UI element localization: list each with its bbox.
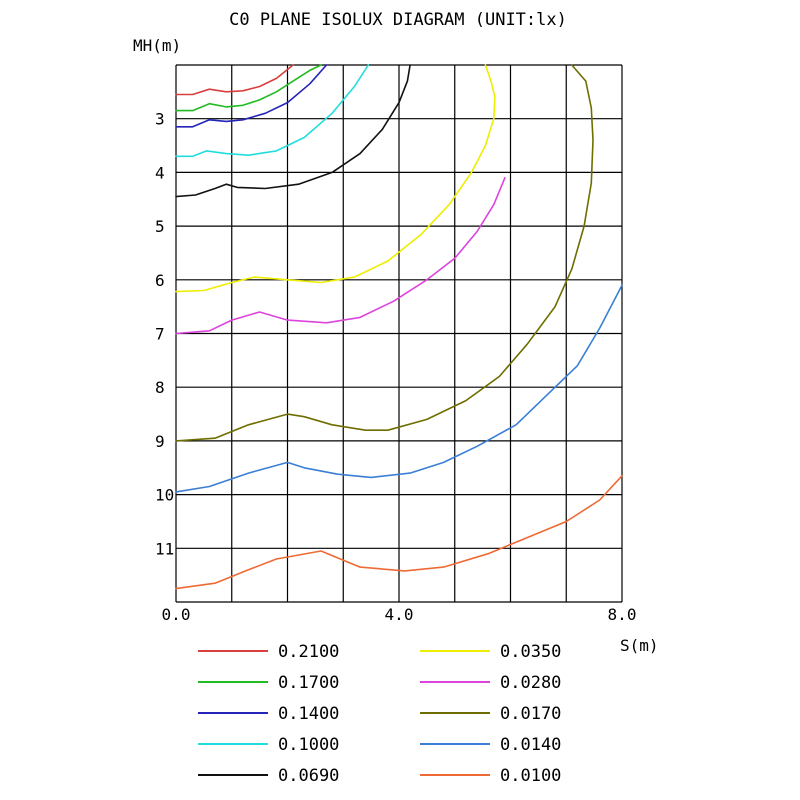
- legend-entry-label: 0.1400: [278, 704, 339, 724]
- isolux-line-0: [175, 64, 294, 96]
- legend-entry-label: 0.1700: [278, 673, 339, 693]
- y-tick-label: 4: [155, 163, 165, 182]
- legend-entry-label: 0.0350: [500, 642, 561, 662]
- chart-title: C0 PLANE ISOLUX DIAGRAM (UNIT:lx): [229, 10, 567, 30]
- isolux-line-2: [175, 64, 328, 128]
- x-tick-label: 0.0: [162, 605, 191, 624]
- y-tick-label: 10: [155, 486, 174, 505]
- y-tick-label: 11: [155, 539, 174, 558]
- legend-entry-label: 0.0100: [500, 766, 561, 786]
- isolux-line-8: [175, 284, 623, 493]
- y-axis-label: MH(m): [133, 36, 181, 55]
- x-axis-label: S(m): [620, 636, 659, 655]
- isolux-line-1: [175, 64, 322, 112]
- y-tick-label: 9: [155, 432, 165, 451]
- y-tick-label: 7: [155, 325, 165, 344]
- x-tick-labels: 0.0 4.0 8.0: [162, 605, 637, 624]
- y-tick-labels: 3 4 5 6 7 8 9 10 11: [155, 110, 174, 559]
- legend-entry-label: 0.0140: [500, 735, 561, 755]
- isolux-line-9: [175, 474, 623, 590]
- legend-entry-label: 0.0690: [278, 766, 339, 786]
- x-tick-label: 4.0: [385, 605, 414, 624]
- isolux-line-5: [175, 64, 496, 293]
- isolux-line-3: [175, 64, 370, 158]
- plot-grid: [175, 64, 623, 603]
- legend: 0.2100 0.1700 0.1400 0.1000 0.0690 0.0350 0.02…: [198, 642, 561, 786]
- legend-entry-label: 0.0170: [500, 704, 561, 724]
- y-tick-label: 3: [155, 110, 165, 129]
- legend-entry-label: 0.1000: [278, 735, 339, 755]
- isolux-line-7: [175, 64, 594, 442]
- y-tick-label: 6: [155, 271, 165, 290]
- y-tick-label: 5: [155, 217, 165, 236]
- x-tick-label: 8.0: [608, 605, 637, 624]
- legend-entry-label: 0.2100: [278, 642, 339, 662]
- isolux-line-4: [175, 64, 411, 198]
- legend-entry-label: 0.0280: [500, 673, 561, 693]
- y-tick-label: 8: [155, 378, 165, 397]
- isolux-curves: [175, 64, 623, 590]
- isolux-line-6: [175, 177, 506, 335]
